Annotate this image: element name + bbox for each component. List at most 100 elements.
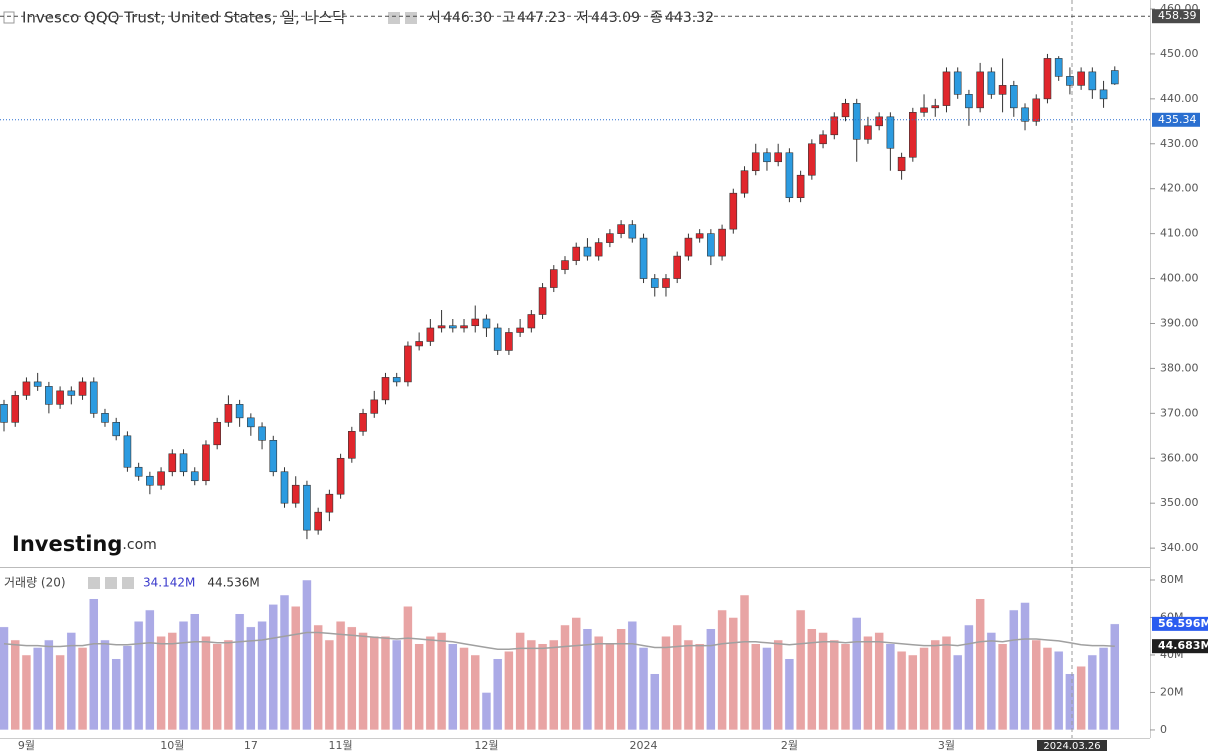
volume-tick-label: 0 bbox=[1160, 723, 1167, 736]
volume-bar bbox=[784, 658, 795, 731]
candle-body bbox=[314, 511, 322, 531]
candle-body bbox=[370, 399, 379, 414]
y-tick-label: 370.00 bbox=[1160, 406, 1199, 419]
candle-body bbox=[67, 390, 76, 396]
volume-bar bbox=[896, 650, 907, 731]
volume-bar bbox=[1009, 609, 1019, 731]
x-tick-label: 2월 bbox=[781, 739, 798, 751]
logo-suffix: .com bbox=[122, 537, 156, 553]
volume-bar bbox=[1076, 665, 1086, 731]
volume-bar bbox=[638, 647, 649, 731]
candle-body bbox=[381, 377, 390, 401]
volume-tag: 44.683M bbox=[1158, 639, 1208, 652]
crosshair-date-box bbox=[1037, 740, 1107, 751]
candle-body bbox=[965, 94, 973, 109]
candle-body bbox=[617, 224, 625, 234]
volume-bar bbox=[874, 632, 884, 731]
volume-bar bbox=[627, 620, 638, 731]
volume-bar bbox=[964, 624, 974, 731]
volume-bar bbox=[616, 628, 626, 731]
volume-bar bbox=[369, 635, 380, 731]
candle-body bbox=[740, 170, 749, 194]
candle-body bbox=[1009, 85, 1018, 109]
volume-bar bbox=[167, 632, 178, 731]
candle-body bbox=[437, 325, 446, 329]
x-tick-label: 17 bbox=[244, 739, 258, 751]
volume-bar bbox=[302, 579, 312, 731]
volume-bar bbox=[223, 639, 234, 731]
volume-bar bbox=[694, 643, 705, 731]
volume-tag: 56.596M bbox=[1158, 617, 1208, 630]
volume-bar bbox=[290, 605, 301, 731]
volume-bar bbox=[347, 626, 357, 731]
candle-body bbox=[269, 440, 278, 473]
candle-body bbox=[953, 71, 962, 95]
candle-body bbox=[33, 381, 42, 387]
y-tick-label: 430.00 bbox=[1160, 137, 1199, 150]
settings-icon[interactable] bbox=[388, 12, 400, 24]
candle-body bbox=[1066, 76, 1074, 86]
candle-body bbox=[538, 287, 547, 315]
volume-bar bbox=[1031, 639, 1041, 731]
legend-label: 종 bbox=[650, 10, 663, 26]
candle-body bbox=[628, 224, 637, 239]
candle-body bbox=[493, 327, 502, 351]
price-tag-box bbox=[1152, 9, 1200, 24]
candle-body bbox=[1088, 71, 1097, 91]
volume-bar bbox=[55, 654, 65, 731]
volume-bar bbox=[549, 639, 559, 731]
y-tick-label: 400.00 bbox=[1160, 272, 1199, 285]
volume-bar bbox=[156, 635, 166, 731]
volume-bar bbox=[279, 594, 290, 731]
candle-body bbox=[875, 116, 883, 127]
candle-body bbox=[471, 318, 480, 327]
candle-body bbox=[695, 233, 704, 239]
candle-body bbox=[291, 484, 300, 504]
legend-value: 447.23 bbox=[517, 10, 566, 26]
candle-body bbox=[931, 105, 940, 109]
candle-body bbox=[516, 327, 524, 333]
volume-bar bbox=[403, 605, 413, 731]
candle-body bbox=[830, 116, 839, 136]
candle-body bbox=[897, 156, 906, 172]
volume-settings-icon[interactable] bbox=[105, 577, 117, 589]
volume-bar bbox=[605, 643, 615, 731]
volume-bar bbox=[941, 635, 952, 731]
candle-body bbox=[123, 435, 132, 468]
y-tick-label: 410.00 bbox=[1160, 227, 1199, 240]
volume-tick-label: 80M bbox=[1160, 573, 1184, 586]
volume-bar bbox=[582, 628, 593, 731]
volume-bar bbox=[683, 639, 694, 731]
collapse-icon[interactable] bbox=[3, 11, 15, 24]
eye-icon[interactable] bbox=[405, 12, 417, 24]
candle-body bbox=[202, 444, 210, 482]
volume-bar bbox=[492, 658, 503, 731]
candle-body bbox=[303, 484, 311, 531]
volume-bar bbox=[908, 654, 918, 731]
volume-bar bbox=[537, 643, 548, 731]
candle-body bbox=[258, 426, 266, 441]
candle-body bbox=[852, 103, 861, 140]
candle-body bbox=[796, 174, 805, 198]
volume-eye-icon[interactable] bbox=[88, 577, 100, 589]
candle-body bbox=[785, 152, 794, 198]
candle-body bbox=[763, 152, 771, 163]
volume-close-icon[interactable] bbox=[122, 577, 134, 589]
volume-bar bbox=[762, 647, 772, 731]
candle-body bbox=[606, 233, 614, 243]
volume-bar bbox=[178, 620, 189, 731]
legend-label: 고 bbox=[502, 10, 515, 26]
candle-body bbox=[718, 228, 726, 257]
candle-body bbox=[168, 453, 177, 473]
volume-bar bbox=[66, 632, 77, 731]
volume-bar bbox=[773, 639, 783, 731]
volume-bar bbox=[818, 632, 828, 731]
volume-bar bbox=[313, 624, 323, 731]
candle-body bbox=[909, 112, 917, 158]
volume-tag-box bbox=[1152, 639, 1208, 654]
legend-value: 443.09 bbox=[591, 10, 640, 26]
volume-bar bbox=[21, 654, 32, 731]
candle-body bbox=[987, 71, 996, 95]
volume-bar bbox=[997, 643, 1008, 731]
